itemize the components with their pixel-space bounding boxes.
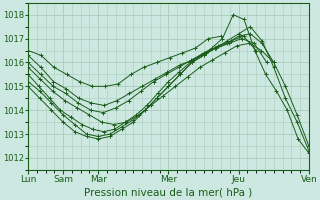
X-axis label: Pression niveau de la mer( hPa ): Pression niveau de la mer( hPa ) [84,187,252,197]
